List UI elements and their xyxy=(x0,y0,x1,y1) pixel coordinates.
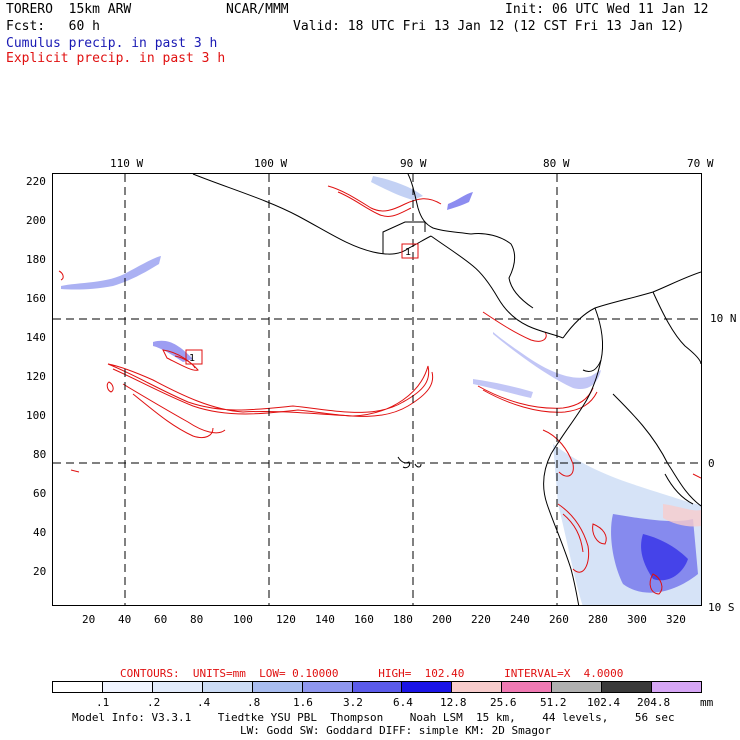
organization-label: NCAR/MMM xyxy=(226,2,289,17)
y-tick: 20 xyxy=(33,565,47,578)
legend-swatch xyxy=(102,682,153,692)
physics-info: LW: Godd SW: Goddard DIFF: simple KM: 2D… xyxy=(240,724,552,737)
legend-swatch xyxy=(53,682,103,692)
lon-label-80w: 80 W xyxy=(543,157,570,170)
legend-label: 3.2 xyxy=(343,696,363,709)
map-canvas: 1 1 xyxy=(53,174,701,605)
legend-swatch xyxy=(552,682,603,692)
x-tick: 80 xyxy=(190,613,204,626)
legend-unit: mm xyxy=(700,696,714,709)
legend-label: 25.6 xyxy=(490,696,517,709)
contour-info: CONTOURS: UNITS=mm LOW= 0.10000 HIGH= 10… xyxy=(120,667,624,680)
legend-label: 1.6 xyxy=(293,696,313,709)
x-tick: 280 xyxy=(588,613,608,626)
model-info: Model Info: V3.3.1 Tiedtke YSU PBL Thomp… xyxy=(72,711,675,724)
legend-swatch xyxy=(402,682,453,692)
lat-lon-grid xyxy=(53,174,701,605)
legend-swatch xyxy=(502,682,553,692)
coastlines xyxy=(192,174,701,605)
x-tick: 300 xyxy=(627,613,647,626)
x-tick: 260 xyxy=(549,613,569,626)
station-marker xyxy=(185,349,203,365)
x-tick: 100 xyxy=(233,613,253,626)
legend-label: .4 xyxy=(197,696,211,709)
legend-label: 6.4 xyxy=(393,696,413,709)
legend-swatch xyxy=(152,682,203,692)
x-tick: 220 xyxy=(471,613,491,626)
lon-label-90w: 90 W xyxy=(400,157,427,170)
legend-swatch xyxy=(302,682,353,692)
x-tick: 160 xyxy=(354,613,374,626)
station-label: 1 xyxy=(405,247,411,258)
x-tick: 240 xyxy=(510,613,530,626)
y-tick: 140 xyxy=(26,331,46,344)
legend-swatch xyxy=(352,682,403,692)
legend-swatch xyxy=(452,682,503,692)
legend-swatch xyxy=(652,682,701,692)
lat-label-10n: 10 N xyxy=(710,312,737,325)
legend-swatch xyxy=(252,682,303,692)
lat-label-0: 0 xyxy=(708,457,715,470)
x-tick: 200 xyxy=(432,613,452,626)
station-marker xyxy=(401,243,419,259)
station-label: 1 xyxy=(189,353,195,364)
x-tick: 180 xyxy=(393,613,413,626)
explicit-precip-contours xyxy=(58,185,701,595)
init-time: Init: 06 UTC Wed 11 Jan 12 xyxy=(505,2,709,17)
y-tick: 60 xyxy=(33,487,47,500)
valid-time: Valid: 18 UTC Fri 13 Jan 12 (12 CST Fri … xyxy=(293,19,685,34)
y-tick: 220 xyxy=(26,175,46,188)
color-legend xyxy=(52,681,702,693)
lon-label-100w: 100 W xyxy=(254,157,288,170)
legend-swatch xyxy=(602,682,653,692)
x-tick: 60 xyxy=(154,613,168,626)
legend-swatch xyxy=(202,682,253,692)
lat-label-10s: 10 S xyxy=(708,601,735,614)
y-tick: 180 xyxy=(26,253,46,266)
y-tick: 40 xyxy=(33,526,47,539)
y-tick: 80 xyxy=(33,448,47,461)
y-tick: 200 xyxy=(26,214,46,227)
legend-label: 204.8 xyxy=(637,696,671,709)
x-tick: 140 xyxy=(315,613,335,626)
model-title: TORERO 15km ARW xyxy=(6,2,132,17)
legend-label: .8 xyxy=(247,696,261,709)
x-tick: 320 xyxy=(666,613,686,626)
precip-map: 1 1 xyxy=(52,173,702,606)
y-tick: 120 xyxy=(26,370,46,383)
cumulus-precip-areas xyxy=(61,176,701,605)
forecast-hour: Fcst: 60 h xyxy=(6,19,100,34)
x-tick: 120 xyxy=(276,613,296,626)
legend-label: .2 xyxy=(147,696,161,709)
lon-label-70w: 70 W xyxy=(687,157,714,170)
y-tick: 100 xyxy=(26,409,46,422)
x-tick: 40 xyxy=(118,613,132,626)
lon-label-110w: 110 W xyxy=(110,157,144,170)
legend-label: 12.8 xyxy=(440,696,467,709)
x-tick: 20 xyxy=(82,613,96,626)
legend-label: 102.4 xyxy=(587,696,621,709)
legend-label: 51.2 xyxy=(540,696,567,709)
legend-label: .1 xyxy=(96,696,110,709)
y-tick: 160 xyxy=(26,292,46,305)
cumulus-precip-label: Cumulus precip. in past 3 h xyxy=(6,36,218,51)
explicit-precip-label: Explicit precip. in past 3 h xyxy=(6,51,226,66)
